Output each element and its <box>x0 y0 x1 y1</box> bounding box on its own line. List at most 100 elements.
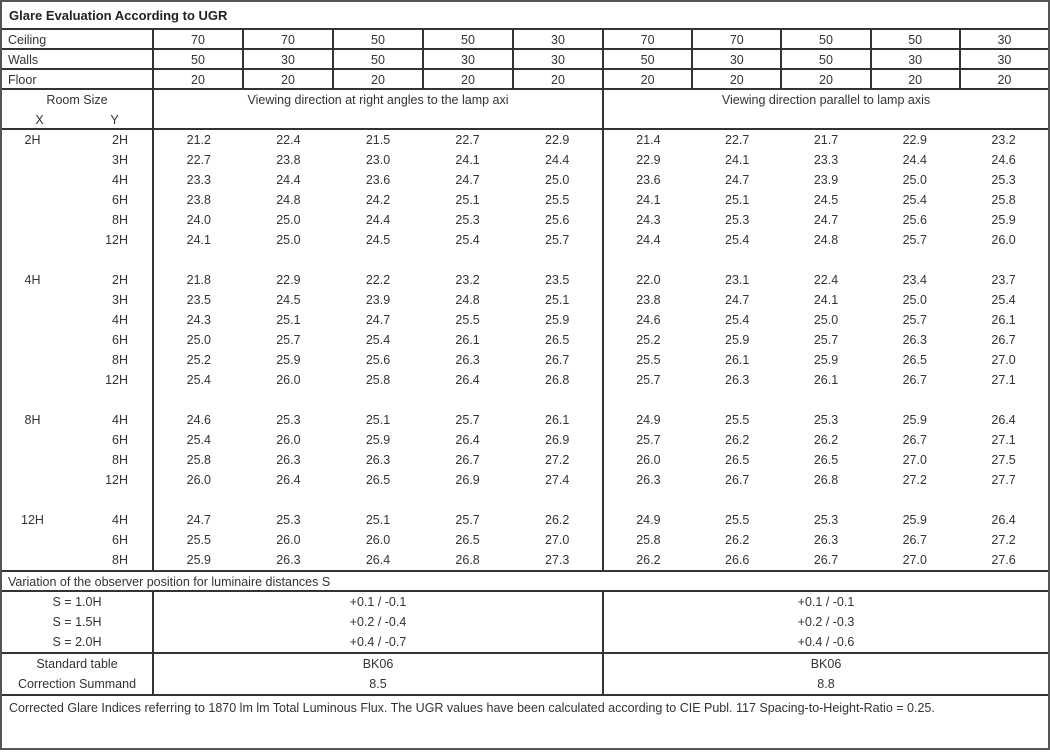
reflectance-value: 50 <box>602 50 691 70</box>
ugr-value: 24.7 <box>455 173 480 187</box>
ugr-value: 21.4 <box>636 133 661 147</box>
ugr-value: 22.9 <box>545 133 570 147</box>
variation-row: S = 1.5H +0.2 / -0.4 +0.2 / -0.3 <box>2 612 1048 632</box>
reflectance-value: 70 <box>242 30 332 50</box>
ugr-value: 26.7 <box>902 433 927 447</box>
room-x <box>2 310 77 330</box>
footnote: Corrected Glare Indices referring to 187… <box>2 694 1048 754</box>
ugr-value: 25.3 <box>276 413 301 427</box>
right-angle-values: 25.4 26.0 25.8 26.4 26.8 <box>152 370 602 390</box>
ugr-value: 24.6 <box>186 413 211 427</box>
variation-parallel: +0.1 / -0.1 <box>602 592 1048 612</box>
ugr-value: 25.9 <box>365 433 391 447</box>
room-y: 3H <box>112 293 128 307</box>
ugr-value: 26.0 <box>365 533 391 547</box>
ugr-value: 26.0 <box>186 473 211 487</box>
ugr-value: 22.4 <box>813 273 839 287</box>
room-x <box>2 530 77 550</box>
ugr-value: 26.1 <box>813 373 839 387</box>
right-angle-values: 23.8 24.8 24.2 25.1 25.5 <box>152 190 602 210</box>
ugr-value: 26.2 <box>545 513 570 527</box>
ugr-value: 26.2 <box>636 553 661 567</box>
ugr-value: 23.3 <box>186 173 211 187</box>
ugr-value: 25.5 <box>186 533 211 547</box>
ugr-value: 25.3 <box>725 213 750 227</box>
ugr-value: 26.1 <box>545 413 570 427</box>
room-x <box>2 470 77 490</box>
reflectance-value: 70 <box>691 30 780 50</box>
standard-section: Standard table BK06 BK06 Correction Summ… <box>2 652 1048 694</box>
room-x <box>2 370 77 390</box>
ugr-value: 26.4 <box>455 373 480 387</box>
ugr-value: 25.1 <box>276 313 301 327</box>
ugr-value: 26.2 <box>725 533 750 547</box>
ugr-value: 22.4 <box>276 133 301 147</box>
spacer <box>152 250 602 270</box>
ugr-value: 25.7 <box>455 413 480 427</box>
room-x <box>2 430 77 450</box>
ugr-value: 24.6 <box>636 313 661 327</box>
ugr-value: 25.7 <box>636 433 661 447</box>
ugr-value: 25.7 <box>545 233 570 247</box>
ugr-value: 25.6 <box>365 353 391 367</box>
reflectance-value: 50 <box>780 30 869 50</box>
ugr-value: 24.5 <box>813 193 839 207</box>
parallel-values: 22.9 24.1 23.3 24.4 24.6 <box>602 150 1048 170</box>
ugr-value: 25.8 <box>991 193 1016 207</box>
ugr-value: 26.5 <box>545 333 570 347</box>
ugr-value: 23.0 <box>365 153 391 167</box>
ugr-value: 24.5 <box>365 233 391 247</box>
reflectance-value: 50 <box>422 30 512 50</box>
ugr-value: 26.0 <box>276 373 301 387</box>
correction-right: 8.5 <box>152 674 602 694</box>
direction-right-angles-header: Viewing direction at right angles to the… <box>152 90 602 130</box>
ugr-value: 26.3 <box>813 533 839 547</box>
parallel-values: 24.4 25.4 24.8 25.7 26.0 <box>602 230 1048 250</box>
ugr-value: 25.5 <box>455 313 480 327</box>
ugr-value: 26.8 <box>455 553 480 567</box>
reflectance-value: 20 <box>422 70 512 90</box>
room-y: 6H <box>112 533 128 547</box>
ugr-value: 24.8 <box>276 193 301 207</box>
ugr-value: 22.9 <box>636 153 661 167</box>
right-angle-values: 25.4 26.0 25.9 26.4 26.9 <box>152 430 602 450</box>
ugr-value: 23.9 <box>365 293 391 307</box>
room-y: 4H <box>112 413 128 427</box>
y-label: Y <box>110 113 119 127</box>
ugr-value: 25.7 <box>813 333 839 347</box>
ugr-value: 25.4 <box>725 313 750 327</box>
ugr-value: 26.7 <box>455 453 480 467</box>
ugr-value: 27.2 <box>545 453 570 467</box>
room-x <box>2 550 77 570</box>
ugr-value: 24.4 <box>902 153 927 167</box>
ugr-value: 25.7 <box>902 313 927 327</box>
ugr-value: 26.1 <box>455 333 480 347</box>
ugr-value: 26.2 <box>725 433 750 447</box>
ugr-value: 27.2 <box>902 473 927 487</box>
ugr-value: 26.9 <box>455 473 480 487</box>
ugr-value: 21.8 <box>186 273 211 287</box>
ugr-value: 25.9 <box>186 553 211 567</box>
ugr-value: 25.1 <box>365 513 391 527</box>
reflectance-value: 70 <box>602 30 691 50</box>
parallel-values: 26.0 26.5 26.5 27.0 27.5 <box>602 450 1048 470</box>
ugr-value: 23.9 <box>813 173 839 187</box>
ugr-value: 25.5 <box>636 353 661 367</box>
ugr-value: 27.2 <box>991 533 1016 547</box>
ugr-value: 22.2 <box>365 273 391 287</box>
room-y: 6H <box>112 333 128 347</box>
ugr-value: 25.4 <box>991 293 1016 307</box>
right-angle-values: 21.8 22.9 22.2 23.2 23.5 <box>152 270 602 290</box>
ugr-value: 26.4 <box>365 553 391 567</box>
parallel-values: 21.4 22.7 21.7 22.9 23.2 <box>602 130 1048 150</box>
ugr-value: 25.7 <box>276 333 301 347</box>
ugr-value: 24.9 <box>636 413 661 427</box>
table-header: Room Size X Y Viewing direction at right… <box>2 88 1048 130</box>
right-angle-values: 22.7 23.8 23.0 24.1 24.4 <box>152 150 602 170</box>
ugr-value: 26.4 <box>991 513 1016 527</box>
spacer <box>2 490 77 510</box>
ugr-value: 26.0 <box>276 433 301 447</box>
reflectance-value: 20 <box>869 70 959 90</box>
ugr-value: 27.1 <box>991 433 1016 447</box>
